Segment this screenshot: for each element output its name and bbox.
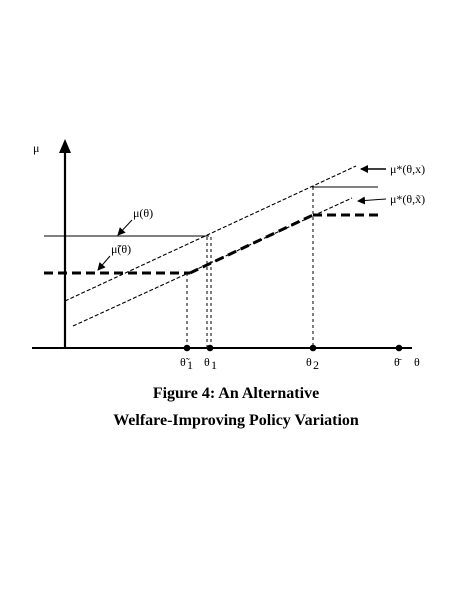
caption-line-2: Welfare-Improving Policy Variation bbox=[113, 412, 359, 429]
label-mu-tilde-theta: μ̃(θ) bbox=[111, 242, 131, 256]
label-mu-star-xtilde: μ*(θ,x̃) bbox=[390, 192, 425, 206]
x-axis-label: θ bbox=[414, 355, 420, 369]
tick-dot-theta-tilde-1 bbox=[183, 344, 191, 352]
arrow-mu-theta bbox=[117, 219, 133, 236]
arrow-mu-star-xtilde bbox=[357, 196, 387, 205]
mu-star-x-line bbox=[64, 165, 357, 302]
tick-label-theta-2: θ bbox=[306, 355, 312, 369]
mu-tilde-slope bbox=[189, 213, 314, 275]
y-axis-arrowhead bbox=[59, 139, 71, 153]
arrow-mu-tilde-theta bbox=[97, 255, 111, 271]
tick-sub-theta-2: 2 bbox=[313, 358, 319, 372]
tick-label-theta-bar: θ̄ bbox=[394, 355, 402, 369]
tick-dot-theta-2 bbox=[309, 344, 317, 352]
tick-sub-theta-tilde-1: 1 bbox=[187, 358, 193, 372]
tick-dot-theta-bar bbox=[395, 344, 403, 352]
y-axis-label: μ bbox=[33, 141, 39, 155]
label-mu-theta: μ(θ) bbox=[133, 206, 153, 220]
label-mu-star-x: μ*(θ,x) bbox=[390, 162, 425, 176]
caption-line-1: Figure 4: An Alternative bbox=[153, 385, 319, 402]
tick-label-theta-tilde-1: θ̃ bbox=[180, 355, 190, 369]
tick-label-theta-1: θ bbox=[204, 355, 210, 369]
tick-dot-theta-1 bbox=[206, 344, 214, 352]
tick-sub-theta-1: 1 bbox=[211, 358, 217, 372]
